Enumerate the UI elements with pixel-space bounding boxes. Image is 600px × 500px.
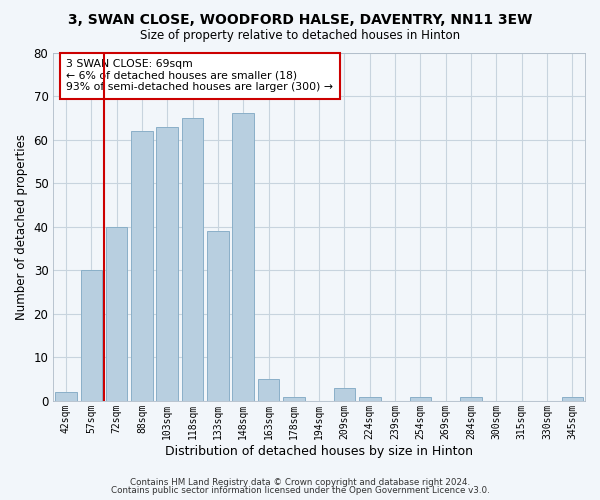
Bar — [80, 270, 102, 401]
Bar — [55, 392, 77, 401]
Bar — [232, 114, 254, 401]
Bar — [562, 396, 583, 401]
Bar — [334, 388, 355, 401]
Bar — [283, 396, 305, 401]
Bar — [182, 118, 203, 401]
Text: Contains HM Land Registry data © Crown copyright and database right 2024.: Contains HM Land Registry data © Crown c… — [130, 478, 470, 487]
Bar — [106, 226, 127, 401]
Bar — [258, 379, 279, 401]
Text: Contains public sector information licensed under the Open Government Licence v3: Contains public sector information licen… — [110, 486, 490, 495]
Bar — [410, 396, 431, 401]
Text: 3 SWAN CLOSE: 69sqm
← 6% of detached houses are smaller (18)
93% of semi-detache: 3 SWAN CLOSE: 69sqm ← 6% of detached hou… — [67, 59, 334, 92]
Text: Size of property relative to detached houses in Hinton: Size of property relative to detached ho… — [140, 29, 460, 42]
Text: 3, SWAN CLOSE, WOODFORD HALSE, DAVENTRY, NN11 3EW: 3, SWAN CLOSE, WOODFORD HALSE, DAVENTRY,… — [68, 12, 532, 26]
Bar — [460, 396, 482, 401]
Bar — [157, 126, 178, 401]
X-axis label: Distribution of detached houses by size in Hinton: Distribution of detached houses by size … — [165, 444, 473, 458]
Bar — [359, 396, 380, 401]
Bar — [131, 131, 152, 401]
Bar — [207, 231, 229, 401]
Y-axis label: Number of detached properties: Number of detached properties — [15, 134, 28, 320]
